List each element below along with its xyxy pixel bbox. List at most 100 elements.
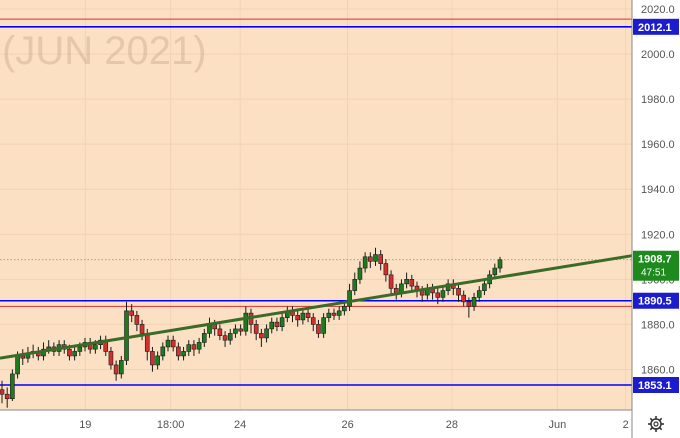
chart-watermark: (JUN 2021): [2, 29, 207, 73]
candle-body: [368, 256, 373, 262]
candle: [336, 306, 342, 320]
candle: [233, 324, 238, 338]
candle-body: [264, 328, 269, 339]
candle-body: [310, 317, 316, 325]
candle-body: [383, 263, 389, 276]
candle: [259, 328, 264, 347]
level-tag-label: 1853.1: [638, 380, 672, 392]
price-tick-label: 1980.0: [641, 94, 675, 106]
candle-body: [113, 364, 119, 375]
candle: [139, 319, 145, 341]
candle-body: [259, 333, 264, 339]
candle-body: [492, 267, 498, 276]
candle-body: [279, 317, 285, 327]
price-axis-panel[interactable]: [632, 0, 680, 438]
candle-body: [139, 324, 145, 334]
candle-body: [482, 283, 487, 291]
candle: [342, 301, 347, 316]
candle: [461, 290, 466, 307]
candle: [243, 306, 249, 336]
candle: [170, 335, 176, 352]
candle-body: [160, 346, 166, 357]
time-tick-label: 24: [234, 419, 246, 431]
candle-body: [295, 315, 300, 321]
time-axis-panel[interactable]: [0, 410, 632, 438]
candle-body: [150, 351, 155, 366]
candle-body: [352, 279, 358, 291]
candle-body: [124, 310, 129, 361]
candle-body: [476, 290, 482, 298]
countdown-label: 47:51: [641, 268, 666, 279]
candle-body: [4, 393, 10, 400]
candle: [119, 355, 124, 379]
candle-body: [269, 321, 275, 330]
candle: [383, 259, 389, 282]
candle-body: [222, 335, 228, 341]
candle-body: [10, 373, 15, 400]
price-tick-label: 2020.0: [641, 4, 675, 16]
candle-body: [300, 312, 306, 321]
candle: [196, 337, 202, 354]
candle-body: [155, 355, 160, 366]
candle-body: [176, 346, 181, 357]
candle: [476, 286, 482, 302]
candle: [435, 288, 441, 305]
time-tick-label: Jun: [549, 419, 567, 431]
candle: [362, 252, 368, 273]
candle: [378, 250, 383, 271]
candle-body: [233, 328, 238, 334]
candle-body: [253, 324, 259, 334]
candle: [124, 301, 129, 365]
candle: [295, 310, 300, 327]
candle-body: [378, 254, 383, 264]
trendline[interactable]: [0, 254, 633, 360]
candle-body: [388, 274, 394, 289]
candle-body: [77, 346, 83, 352]
candle-body: [409, 279, 415, 287]
candle-body: [165, 339, 171, 348]
candle-body: [243, 312, 249, 332]
candle: [357, 261, 363, 284]
candle-body: [144, 333, 150, 352]
candle: [321, 313, 326, 338]
candle: [155, 351, 160, 370]
candle: [310, 313, 316, 332]
candle-body: [191, 344, 197, 350]
candle: [108, 346, 114, 370]
candle-body: [373, 254, 378, 262]
candle-body: [440, 290, 446, 298]
candle-body: [347, 290, 352, 307]
candle-body: [186, 344, 192, 352]
candle: [217, 324, 223, 341]
candle: [227, 328, 233, 345]
candle-body: [202, 333, 207, 343]
candle-body: [119, 360, 124, 375]
candle-body: [93, 344, 98, 350]
candle-body: [134, 315, 140, 325]
candle: [440, 286, 446, 302]
candle: [331, 308, 337, 320]
candle: [352, 272, 358, 296]
candle-body: [342, 306, 347, 312]
price-tick-label: 1920.0: [641, 229, 675, 241]
candle-body: [471, 297, 477, 307]
candle-body: [274, 321, 280, 327]
candle-body: [404, 279, 409, 285]
candle-body: [238, 328, 243, 332]
price-tick-label: 1960.0: [641, 139, 675, 151]
candle: [165, 335, 171, 352]
candle-body: [227, 333, 233, 341]
candle-body: [461, 294, 466, 303]
candle-body: [20, 355, 26, 359]
candle: [129, 304, 134, 323]
candle: [181, 346, 186, 361]
level-tag: [633, 292, 679, 309]
settings-gear-icon[interactable]: [648, 416, 664, 432]
price-tick-label: 2000.0: [641, 49, 675, 61]
candle: [373, 247, 378, 266]
candle: [0, 380, 5, 404]
candle: [466, 297, 472, 318]
level-tag: [633, 376, 679, 393]
candle: [404, 272, 409, 289]
